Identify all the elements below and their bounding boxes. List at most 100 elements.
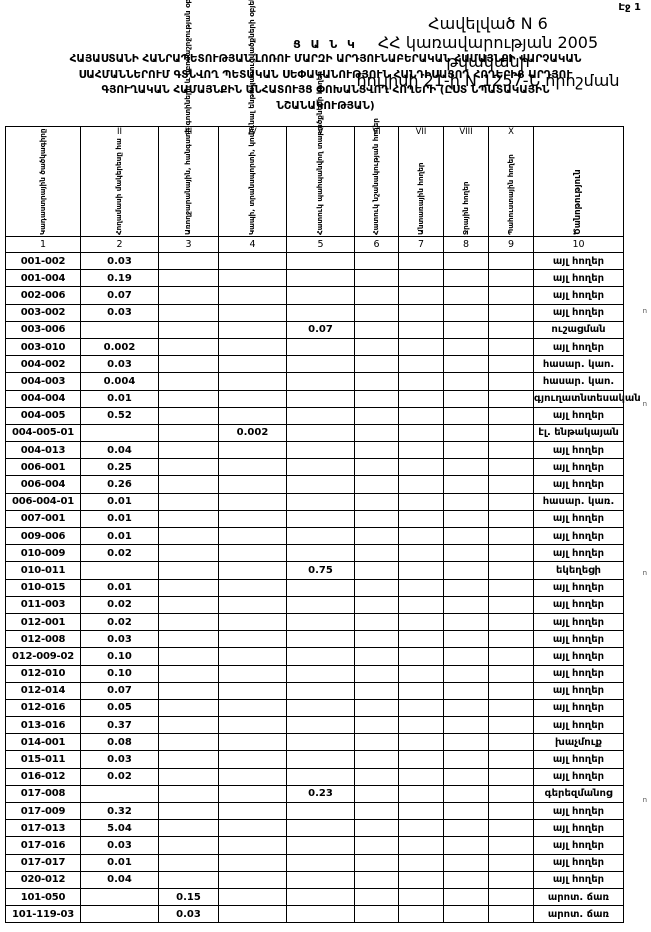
cell-col-4 [218, 853, 287, 872]
header-label-7: Ջրային հողեր [460, 181, 470, 235]
cell-col-7 [398, 698, 444, 718]
cell-col-6 [354, 423, 399, 443]
cell-col-4 [218, 320, 287, 339]
table-row: 010-009 0.02 այլ հողեր [5, 544, 624, 563]
header-label-4: Հատուկ պահպանվող տարածքների հողեր [315, 70, 325, 235]
cell-col-6 [354, 475, 399, 494]
cell-col-3 [158, 526, 219, 546]
cell-cadastral-code: 012-016 [5, 698, 81, 718]
header-label-8: Պահուստային հողեր [505, 154, 515, 235]
cell-col-7 [398, 630, 444, 649]
cell-col-4 [218, 801, 287, 821]
cell-col-7 [398, 423, 444, 443]
cell-cadastral-code: 014-001 [5, 733, 81, 752]
cell-col-7 [398, 561, 444, 580]
header-cell-protected-areas: Հատուկ պահպանվող տարածքների հողեր [286, 70, 355, 237]
cell-col-2: 0.03 [80, 355, 159, 374]
cell-col-5 [286, 269, 355, 288]
title-line-2: ՍԱՀՄԱՆՆԵՐՈՒՄ ԳՏՆՎՈՂ ՊԵՏԱԿԱՆ ՍԵՓԱԿԱՆՈՒԹՅՈ… [78, 68, 573, 81]
cell-col-9 [488, 475, 534, 494]
cell-col-9 [488, 784, 534, 804]
cell-col-4 [218, 836, 287, 855]
cell-col-4 [218, 286, 287, 305]
cell-col-6 [354, 887, 399, 907]
table-row: 007-001 0.01 այլ հողեր [5, 509, 624, 529]
cell-col-8 [443, 750, 489, 769]
cell-col-6 [354, 372, 399, 391]
table-row: 017-016 0.03 այլ հողեր [5, 836, 624, 855]
cell-cadastral-code: 013-016 [5, 716, 81, 735]
cell-col-8 [443, 475, 489, 494]
table-row: 004-002 0.03 հասար. կաո. [5, 355, 624, 374]
cell-col-5 [286, 716, 355, 735]
cell-col-9 [488, 406, 534, 425]
header-cell-reserve-lands: Պահուստային հողեր [488, 138, 534, 237]
cell-col-2: 0.01 [80, 492, 159, 511]
cell-col-8 [443, 286, 489, 305]
cell-col-6 [354, 406, 399, 425]
title-line-1: ՀԱՅԱՍՏԱՆԻ ՀԱՆՐԱՊԵՏՈՒԹՅԱՆ ԼՈՌՈՒ ՄԱՐԶԻ ԱՐԴ… [69, 53, 582, 65]
table-row: 003-002 0.03 այլ հողեր [5, 303, 624, 322]
roman-6: VII [398, 126, 444, 138]
cell-col-9 [488, 526, 534, 546]
cell-col-6 [354, 664, 399, 683]
cell-col-7 [398, 286, 444, 305]
cell-note: այլ հողեր [533, 441, 624, 460]
cell-col-2: 0.10 [80, 647, 159, 666]
cell-note: այլ հողեր [533, 526, 624, 546]
header-line-2: ՀՀ կառավարության 2005 թվականի [377, 33, 599, 71]
page-title: ՀԱՅԱՍՏԱՆԻ ՀԱՆՐԱՊԵՏՈՒԹՅԱՆ ԼՈՌՈՒ ՄԱՐԶԻ ԱՐԴ… [8, 52, 643, 114]
table-row: 012-016 0.05 այլ հողեր [5, 698, 624, 718]
cell-col-2: 0.19 [80, 269, 159, 288]
cell-col-7 [398, 492, 444, 511]
cell-note: այլ հողեր [533, 406, 624, 425]
cell-col-4 [218, 492, 287, 511]
cell-note: գերեզմանոց [533, 784, 624, 804]
cell-cadastral-code: 004-005 [5, 406, 81, 425]
table-row: 004-003 0.004 հասար. կաո. [5, 372, 624, 391]
cell-col-6 [354, 458, 399, 477]
cell-col-5 [286, 355, 355, 374]
cell-col-3 [158, 544, 219, 563]
cell-col-5 [286, 698, 355, 718]
cell-col-9 [488, 286, 534, 305]
cell-note: այլ հողեր [533, 630, 624, 649]
cell-cadastral-code: 003-002 [5, 303, 81, 322]
cell-col-5 [286, 870, 355, 889]
cell-col-5 [286, 509, 355, 529]
cell-col-7 [398, 526, 444, 546]
cell-note: էլ. ենթակայան [533, 423, 624, 443]
cell-col-8 [443, 544, 489, 563]
cell-col-6 [354, 355, 399, 374]
cell-col-6 [354, 561, 399, 580]
table-row: 014-001 0.08 խաչմուք [5, 733, 624, 752]
cell-col-4 [218, 526, 287, 546]
header-label-2: Առողջարանային, հանգստի գոտիների և զբոսաշ… [183, 0, 193, 235]
cell-col-4 [218, 578, 287, 597]
cell-col-8 [443, 836, 489, 855]
cell-col-3 [158, 819, 219, 838]
cell-col-2 [80, 905, 159, 924]
cell-cadastral-code: 012-001 [5, 612, 81, 632]
cell-cadastral-code: 006-004-01 [5, 492, 81, 511]
cell-col-4 [218, 767, 287, 786]
cell-col-5 [286, 647, 355, 666]
margin-mark: ո [642, 400, 647, 408]
cell-col-5 [286, 389, 355, 408]
header-cell-note: Ծանոթություն [533, 138, 624, 237]
cell-col-3 [158, 750, 219, 769]
cell-col-2 [80, 887, 159, 907]
cell-col-3 [158, 286, 219, 305]
cell-note: այլ հողեր [533, 853, 624, 872]
cell-cadastral-code: 011-003 [5, 595, 81, 614]
header-cell-forest-lands: Անտառային հողեր [398, 138, 444, 237]
cell-col-9 [488, 423, 534, 443]
cell-col-2: 0.01 [80, 389, 159, 408]
cell-col-8 [443, 681, 489, 700]
cell-note: այլ հողեր [533, 286, 624, 305]
cell-col-4 [218, 698, 287, 718]
cell-col-8 [443, 733, 489, 752]
cell-col-8 [443, 526, 489, 546]
cell-col-3 [158, 630, 219, 649]
cell-col-5 [286, 853, 355, 872]
